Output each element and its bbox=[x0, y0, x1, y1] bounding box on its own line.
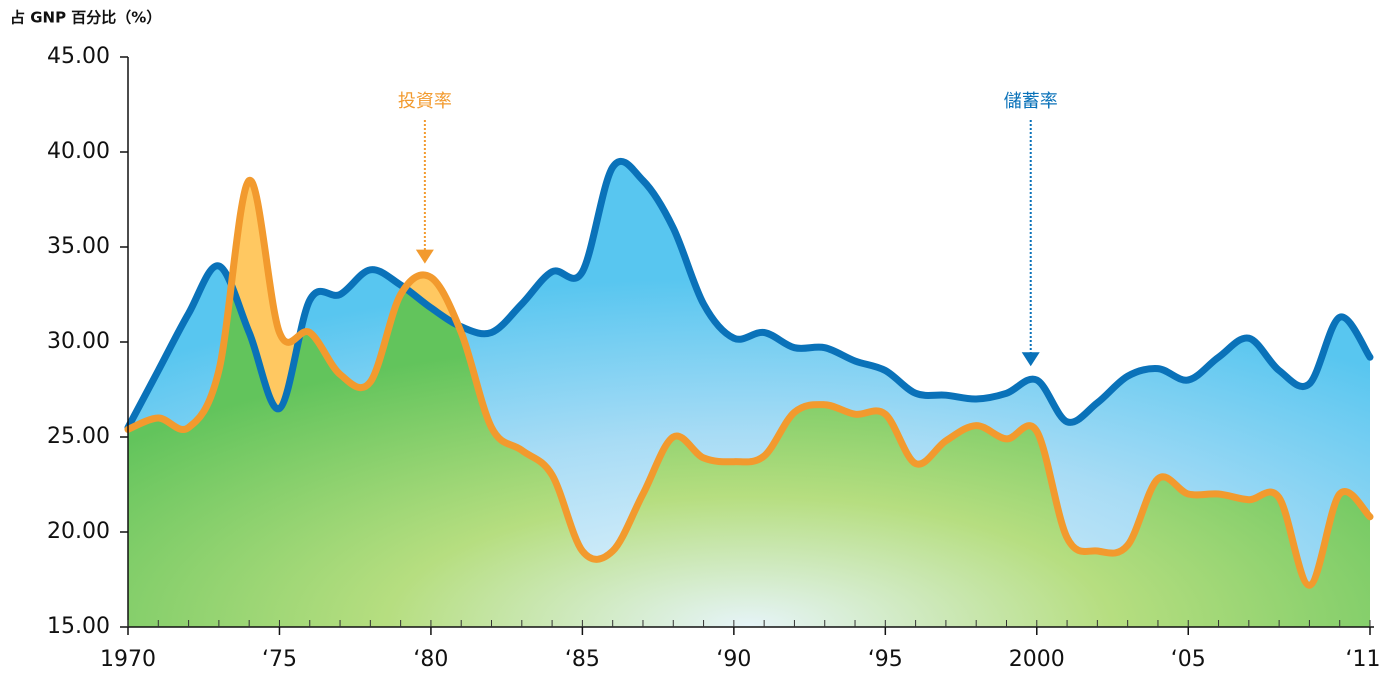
x-tick-label: 1970 bbox=[100, 647, 156, 672]
x-tick-label: ‘11 bbox=[1346, 647, 1381, 672]
x-tick-label: ‘75 bbox=[262, 647, 297, 672]
y-tick-label: 40.00 bbox=[47, 139, 110, 164]
x-tick-label: ‘95 bbox=[868, 647, 903, 672]
x-tick-label: ‘05 bbox=[1171, 647, 1206, 672]
y-tick-label: 30.00 bbox=[47, 329, 110, 354]
y-tick-label: 35.00 bbox=[47, 234, 110, 259]
x-tick-label: ‘80 bbox=[413, 647, 448, 672]
y-tick-label: 15.00 bbox=[47, 614, 110, 639]
annotation-label: 儲蓄率 bbox=[1004, 91, 1058, 112]
series-line bbox=[124, 157, 1374, 431]
x-tick-label: 2000 bbox=[1009, 647, 1065, 672]
annotation-label: 投資率 bbox=[398, 91, 452, 112]
x-tick-label: ‘90 bbox=[716, 647, 751, 672]
series-line bbox=[124, 176, 1374, 589]
annotation-arrowhead bbox=[415, 249, 434, 264]
annotation-arrowhead bbox=[1021, 352, 1040, 367]
y-tick-label: 20.00 bbox=[47, 519, 110, 544]
y-axis-label: 占 GNP 百分比（%） bbox=[10, 9, 161, 27]
y-tick-label: 45.00 bbox=[47, 44, 110, 69]
x-tick-label: ‘85 bbox=[565, 647, 600, 672]
y-tick-label: 25.00 bbox=[47, 424, 110, 449]
